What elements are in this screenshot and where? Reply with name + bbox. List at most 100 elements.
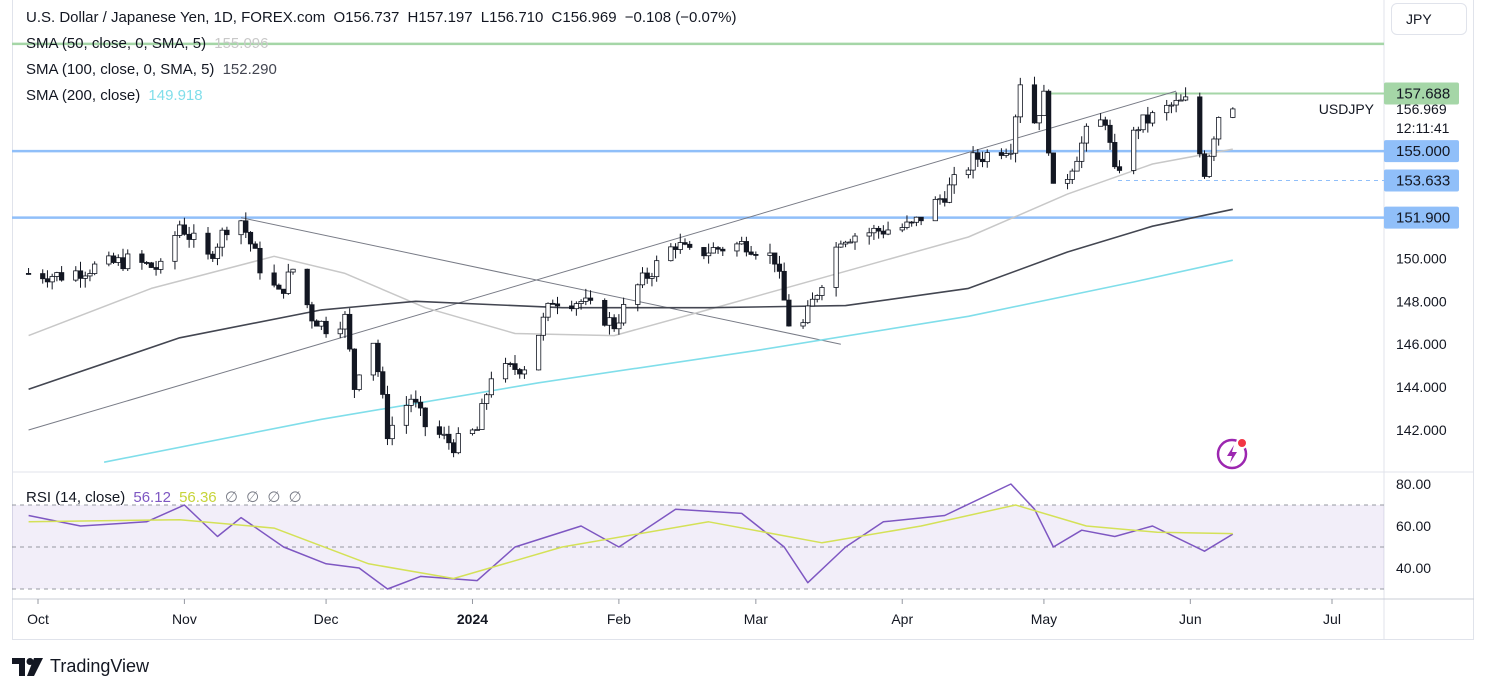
candle-body-60: [422, 407, 428, 428]
candle-body-7: [77, 270, 84, 279]
candle-body-171: [1164, 104, 1170, 114]
candle-body-82: [573, 303, 579, 310]
candle-body-123: [842, 241, 849, 245]
candle-body-153: [1041, 90, 1047, 117]
candle-body-2: [44, 278, 51, 283]
candle-body-144: [979, 158, 986, 163]
candle-body-85: [587, 297, 594, 301]
candle-body-99: [682, 242, 688, 245]
candle-body-117: [805, 305, 811, 324]
candle-body-31: [238, 220, 244, 236]
candle-body-174: [1178, 99, 1184, 102]
indicator-sma50-value: 155.096: [214, 35, 269, 52]
candle-body-102: [706, 252, 712, 257]
candle-body-118: [809, 298, 816, 307]
candle-body-17: [144, 262, 150, 264]
candle-body-4: [54, 272, 60, 277]
candle-body-49: [351, 348, 358, 390]
candle-body-80: [554, 303, 561, 307]
indicator-sma50[interactable]: SMA (50, close, 0, SMA, 5) 155.096: [26, 35, 272, 52]
candle-body-20: [158, 260, 164, 270]
candle-body-81: [569, 305, 575, 310]
time-tick-0: Oct: [27, 611, 49, 627]
symbol-label: USDJPY: [1319, 101, 1375, 117]
candle-body-10: [92, 263, 98, 274]
rsi-ma-line: [28, 504, 1233, 580]
candle-body-158: [1074, 160, 1080, 172]
candle-body-122: [838, 243, 844, 248]
candle-body-24: [186, 233, 192, 240]
candle-body-5: [59, 272, 65, 281]
candle-body-35: [257, 247, 263, 274]
indicator-sma100-label: SMA (100, close, 0, SMA, 5): [26, 61, 215, 78]
trendline-1: [240, 217, 841, 345]
candle-body-129: [880, 230, 886, 235]
time-tick-7: May: [1031, 611, 1057, 627]
candle-body-9: [87, 273, 93, 277]
tradingview-logo[interactable]: TradingView: [12, 656, 149, 677]
candle-body-87: [606, 317, 613, 326]
candle-body-177: [1201, 153, 1208, 177]
candle-body-64: [450, 442, 457, 454]
indicator-sma100-value: 152.290: [222, 61, 277, 78]
rsi-extra-3: ∅: [288, 489, 302, 506]
price-tag-bg-1: [1384, 140, 1459, 163]
candle-body-23: [181, 224, 188, 235]
candle-body-68: [479, 403, 485, 430]
rsi-legend[interactable]: RSI (14, close) 56.12 56.36 ∅ ∅ ∅ ∅: [26, 488, 306, 506]
price-tag-bg-0: [1384, 82, 1459, 105]
candle-body-56: [403, 405, 409, 426]
candle-body-12: [110, 255, 117, 263]
candle-body-105: [720, 248, 726, 252]
candle-body-119: [814, 295, 820, 300]
candle-body-115: [786, 299, 792, 327]
candle-body-142: [970, 152, 976, 171]
price-tick-4: 150.000: [1396, 250, 1447, 266]
candle-body-101: [701, 247, 707, 257]
candle-body-110: [753, 254, 759, 256]
candle-body-84: [583, 297, 589, 302]
candle-body-92: [639, 272, 646, 286]
candle-body-73: [512, 363, 518, 370]
candle-body-146: [998, 152, 1005, 156]
currency-button[interactable]: JPY: [1391, 3, 1467, 35]
candle-body-160: [1083, 125, 1090, 144]
price-tick-2: 146.000: [1396, 336, 1447, 352]
candle-body-121: [833, 246, 839, 288]
price-tag-3: 151.900: [1396, 210, 1450, 227]
candle-body-104: [715, 247, 721, 250]
price-tag-bg-2: [1384, 169, 1459, 192]
rsi-tick-1: 60.00: [1396, 518, 1431, 534]
flash-icon[interactable]: [1215, 436, 1251, 477]
candle-body-3: [49, 276, 55, 283]
candle-body-150: [1017, 84, 1023, 118]
candle-body-93: [644, 272, 650, 279]
candle-body-18: [148, 262, 154, 268]
indicator-sma200[interactable]: SMA (200, close) 149.918: [26, 87, 207, 104]
candle-body-21: [172, 235, 178, 262]
candle-body-164: [1112, 142, 1118, 168]
candle-body-165: [1116, 166, 1123, 171]
candle-body-27: [210, 253, 216, 259]
rsi-ma-value: 56.36: [179, 489, 217, 506]
candle-body-44: [318, 320, 324, 327]
countdown-label: 12:11:41: [1396, 120, 1450, 136]
candle-body-109: [748, 251, 754, 255]
candle-body-135: [918, 216, 924, 222]
candle-body-8: [82, 275, 88, 279]
candle-body-149: [1012, 116, 1019, 154]
candle-body-148: [1008, 152, 1014, 155]
candle-body-120: [819, 287, 825, 296]
candle-body-69: [484, 394, 490, 404]
candle-body-134: [913, 216, 920, 223]
candle-body-155: [1050, 152, 1056, 184]
candle-body-103: [710, 247, 716, 254]
candle-body-172: [1168, 104, 1175, 107]
candle-body-159: [1079, 142, 1085, 162]
indicator-sma100[interactable]: SMA (100, close, 0, SMA, 5) 152.290: [26, 61, 281, 78]
price-tick-1: 144.000: [1396, 379, 1447, 395]
candle-body-57: [408, 398, 414, 406]
candle-body-75: [521, 369, 528, 375]
candle-body-42: [309, 304, 315, 322]
